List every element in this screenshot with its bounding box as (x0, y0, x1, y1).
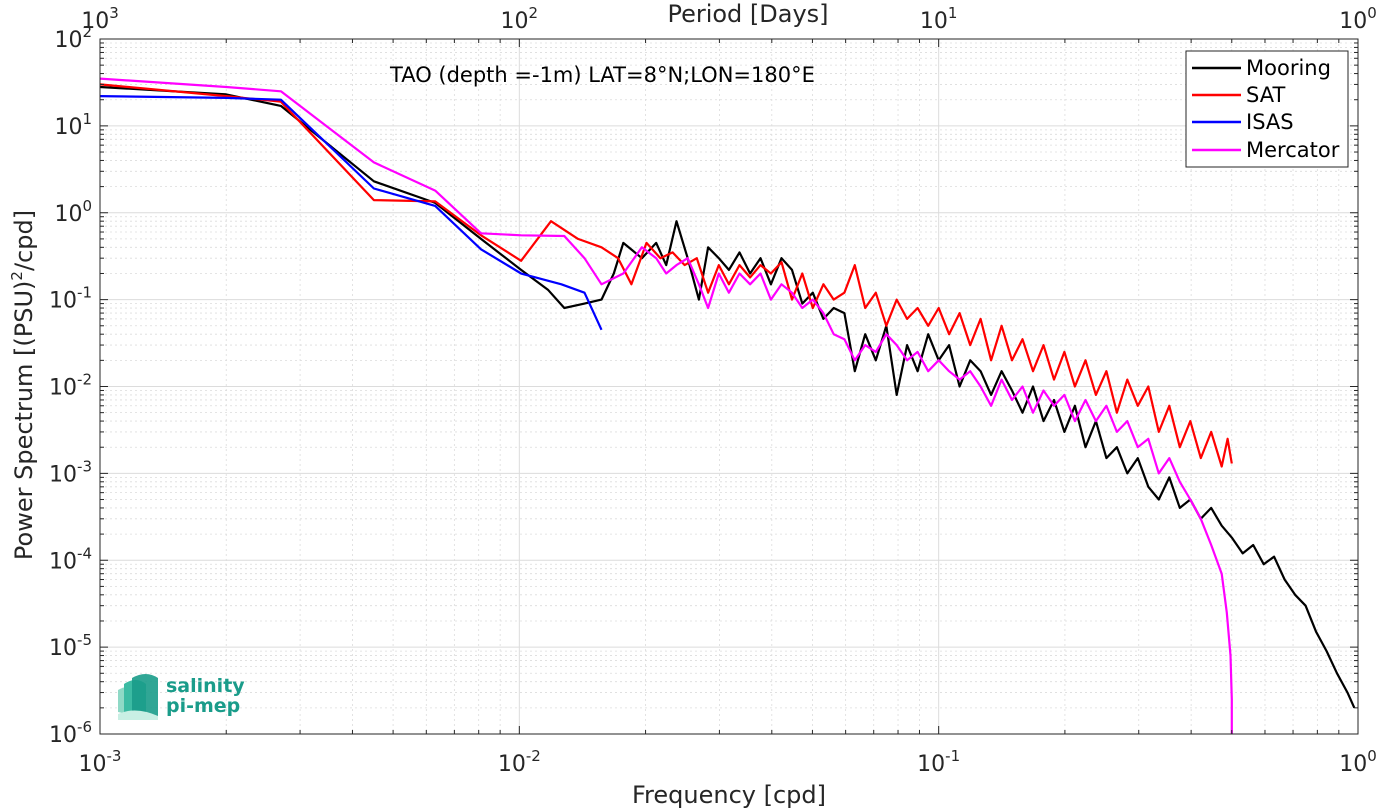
x2-tick-label: 102 (501, 4, 539, 34)
y-tick-label: 10-4 (49, 544, 92, 574)
y-axis-label: Power Spectrum [(PSU)2/cpd] (8, 210, 38, 560)
salinity-pimep-logo: salinity pi-mep (118, 674, 245, 720)
y-tick-label: 102 (54, 23, 92, 53)
y-tick-label: 10-1 (49, 284, 92, 314)
y-axis-label-sup: 2 (8, 271, 26, 281)
x-tick-label: 10-1 (917, 747, 960, 777)
ticks (99, 39, 1358, 735)
x-axis-label: Frequency [cpd] (632, 781, 826, 809)
x-tick-label: 100 (1339, 747, 1377, 777)
legend-label-mooring: Mooring (1246, 56, 1331, 80)
y-axis-label-main: Power Spectrum [(PSU) (10, 281, 38, 560)
y-axis-label-tail: /cpd] (10, 210, 38, 271)
x2-tick-label: 101 (920, 4, 958, 34)
legend: Mooring SAT ISAS Mercator (1185, 50, 1349, 168)
legend-box (1185, 50, 1349, 168)
y-tick-label: 10-5 (49, 631, 92, 661)
y-tick-label: 101 (54, 110, 92, 140)
chart-title: TAO (depth =-1m) LAT=8°N;LON=180°E (389, 63, 815, 87)
y-tick-label: 10-3 (49, 457, 92, 487)
x2-tick-label: 100 (1339, 4, 1377, 34)
top-axis-label: Period [Days] (667, 0, 828, 28)
legend-label-mercator: Mercator (1246, 138, 1340, 162)
wave-logo-icon (118, 674, 158, 720)
legend-label-sat: SAT (1246, 83, 1285, 107)
y-tick-label: 100 (54, 197, 92, 227)
x-tick-label: 10-3 (79, 747, 122, 777)
series-line-mercator (99, 77, 1233, 734)
y-tick-label: 10-2 (49, 371, 92, 401)
y-tick-label: 10-6 (49, 718, 92, 748)
series-line-sat (99, 83, 1233, 468)
logo-text-pimep: pi-mep (166, 695, 240, 717)
series-line-isas (99, 95, 603, 331)
x2-tick-label: 103 (81, 4, 119, 34)
legend-label-isas: ISAS (1246, 110, 1294, 134)
data-series (99, 77, 1356, 734)
x-tick-label: 10-2 (498, 747, 541, 777)
series-line-mooring (99, 85, 1356, 709)
logo-text-salinity: salinity (166, 675, 245, 697)
